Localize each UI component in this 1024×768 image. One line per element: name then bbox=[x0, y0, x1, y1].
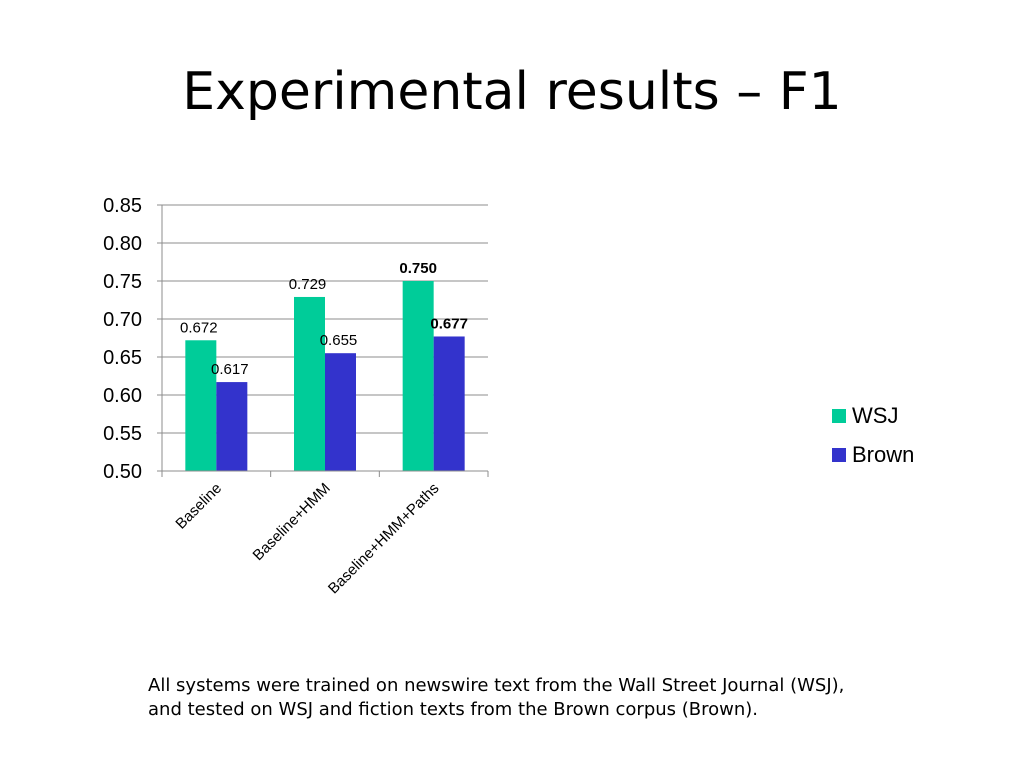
legend-swatch-brown bbox=[832, 447, 846, 462]
y-tick-label: 0.50 bbox=[103, 461, 142, 483]
x-tick-label: Baseline bbox=[172, 480, 225, 533]
y-tick-label: 0.80 bbox=[103, 233, 142, 255]
data-label: 0.617 bbox=[211, 361, 249, 378]
data-label: 0.672 bbox=[180, 319, 218, 336]
bar-brown bbox=[325, 353, 356, 471]
bar-brown bbox=[216, 382, 248, 471]
legend-item-brown: Brown bbox=[832, 435, 914, 474]
data-label: 0.729 bbox=[289, 276, 327, 293]
bar-wsj bbox=[402, 281, 434, 471]
axes bbox=[157, 204, 489, 477]
slide-title: Experimental results – F1 bbox=[182, 62, 842, 122]
legend-swatch-wsj bbox=[832, 408, 846, 423]
y-tick-label: 0.65 bbox=[103, 347, 142, 369]
legend-item-wsj: WSJ bbox=[832, 396, 914, 435]
data-label: 0.655 bbox=[320, 332, 358, 349]
slide-caption: All systems were trained on newswire tex… bbox=[148, 675, 845, 720]
y-tick-label: 0.55 bbox=[103, 423, 142, 445]
y-tick-label: 0.70 bbox=[103, 309, 142, 331]
y-tick-label: 0.75 bbox=[103, 271, 142, 293]
y-tick-label: 0.85 bbox=[103, 195, 142, 217]
data-label: 0.677 bbox=[430, 315, 468, 332]
bar-brown bbox=[433, 336, 465, 471]
bar-wsj bbox=[294, 296, 325, 471]
data-label: 0.750 bbox=[399, 260, 437, 277]
x-tick-label: Baseline+HMM bbox=[250, 480, 334, 564]
bar-wsj bbox=[185, 340, 217, 471]
y-tick-label: 0.60 bbox=[103, 385, 142, 407]
bars bbox=[185, 281, 465, 471]
x-tick-label: Baseline+HMM+Paths bbox=[325, 480, 443, 598]
legend-label-wsj: WSJ bbox=[852, 402, 899, 428]
legend-label-brown: Brown bbox=[852, 441, 915, 467]
legend: WSJ Brown bbox=[832, 396, 914, 474]
